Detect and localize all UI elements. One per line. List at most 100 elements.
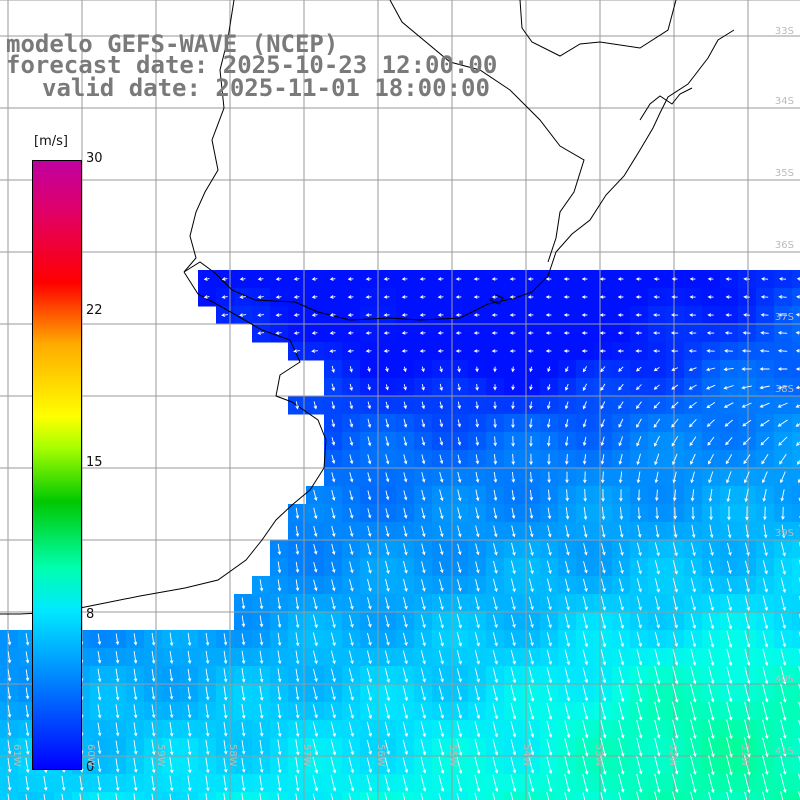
wind-arrow <box>672 719 679 740</box>
wind-arrow <box>688 384 697 390</box>
wind-arrow <box>79 793 82 800</box>
wind-arrow <box>763 506 767 521</box>
wind-arrow <box>348 686 354 701</box>
wind-arrow <box>347 349 354 353</box>
wind-arrow <box>654 489 659 502</box>
wind-speed-cell <box>18 792 37 800</box>
wind-arrow <box>654 578 660 593</box>
wind-arrow <box>365 331 372 335</box>
wind-arrow <box>223 775 228 792</box>
wind-arrow <box>510 739 517 756</box>
wind-arrow <box>457 366 461 373</box>
wind-arrow <box>331 507 336 520</box>
wind-arrow <box>797 478 800 484</box>
wind-arrow <box>726 684 733 703</box>
wind-arrow <box>295 793 298 800</box>
wind-arrow <box>295 775 300 792</box>
wind-arrow <box>367 525 372 538</box>
wind-arrow <box>546 632 552 647</box>
border-brazil-inland <box>519 0 677 57</box>
wind-arrow <box>348 668 354 683</box>
wind-arrow <box>546 738 553 756</box>
wind-arrow <box>115 793 118 800</box>
wind-arrow <box>151 686 156 701</box>
wind-arrow <box>205 775 210 792</box>
wind-speed-cell <box>486 792 505 800</box>
wind-arrow <box>582 755 589 775</box>
wind-arrow <box>636 756 643 775</box>
wind-arrow <box>493 489 498 501</box>
coastline <box>0 0 735 615</box>
wind-arrow <box>133 740 138 755</box>
wind-arrow <box>601 506 606 521</box>
wind-arrow <box>546 560 552 575</box>
wind-arrow <box>707 295 714 299</box>
wind-arrow <box>547 471 551 484</box>
wind-arrow <box>528 774 535 793</box>
wind-arrow <box>402 739 409 756</box>
wind-arrow <box>672 596 678 611</box>
wind-arrow <box>367 472 372 483</box>
wind-arrow <box>473 313 480 317</box>
wind-arrow <box>709 524 714 539</box>
wind-arrow <box>241 633 246 646</box>
wind-arrow <box>565 489 570 502</box>
wind-speed-cell <box>162 792 181 800</box>
wind-arrow <box>600 792 604 800</box>
wind-arrow <box>25 775 30 791</box>
wind-arrow <box>491 313 498 317</box>
wind-arrow <box>727 524 732 539</box>
lon-label-52w: 52W <box>667 744 678 767</box>
wind-arrow <box>708 648 715 667</box>
wind-arrow <box>383 295 390 299</box>
wind-arrow <box>403 614 408 628</box>
wind-arrow <box>223 704 228 719</box>
wind-arrow <box>744 578 750 593</box>
wind-arrow <box>25 669 30 682</box>
wind-speed-cell <box>792 792 800 800</box>
wind-speed-cell <box>324 792 343 800</box>
wind-arrow <box>169 722 174 737</box>
wind-speed-cell <box>792 594 800 613</box>
wind-arrow <box>636 791 640 800</box>
wind-arrow <box>295 686 300 701</box>
wind-arrow <box>564 720 571 739</box>
wind-arrow <box>420 703 427 720</box>
wind-arrow <box>546 649 553 666</box>
wind-arrow <box>653 295 660 299</box>
wind-speed-cell <box>360 792 379 800</box>
wind-arrow <box>725 454 733 465</box>
wind-arrow <box>582 667 589 684</box>
wind-arrow <box>311 295 318 299</box>
wind-arrow <box>600 667 607 684</box>
wind-arrow <box>546 401 551 410</box>
wind-speed-cell <box>558 792 577 800</box>
wind-arrow <box>491 277 498 281</box>
wind-speed-cell <box>792 432 800 451</box>
wind-arrow <box>348 775 355 792</box>
wind-arrow <box>169 669 174 682</box>
wind-arrow <box>311 349 318 353</box>
wind-arrow <box>796 295 800 299</box>
wind-arrow <box>528 632 534 647</box>
wind-arrow <box>421 561 426 574</box>
wind-arrow <box>707 277 714 281</box>
wind-speed-cell <box>630 792 649 800</box>
lat-label-39s: 39S <box>774 528 794 539</box>
wind-arrow <box>491 295 498 299</box>
wind-arrow <box>457 471 462 483</box>
wind-arrow <box>330 793 334 800</box>
wind-arrow <box>780 577 786 594</box>
wind-arrow <box>780 613 787 630</box>
wind-arrow <box>25 704 30 718</box>
wind-arrow <box>203 277 210 281</box>
wind-arrow <box>601 561 606 574</box>
wind-arrow <box>671 401 679 409</box>
wind-arrow <box>439 525 444 538</box>
wind-arrow <box>349 543 354 556</box>
wind-arrow <box>133 686 138 701</box>
wind-arrow <box>726 791 730 800</box>
wind-arrow <box>7 794 10 800</box>
wind-arrow <box>421 472 426 483</box>
wind-arrow <box>277 543 282 556</box>
